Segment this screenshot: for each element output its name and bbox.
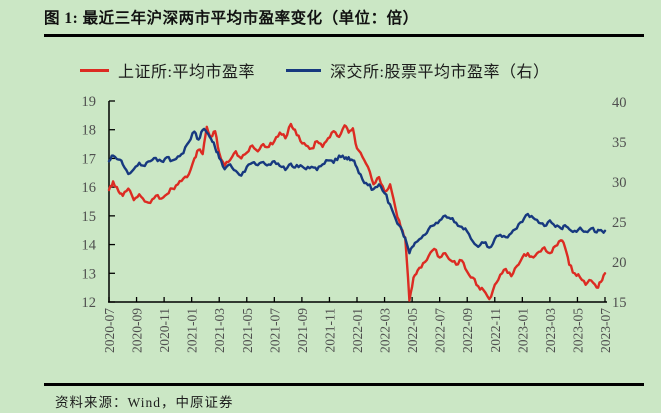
x-axis-label: 2020-09 (130, 308, 145, 353)
x-axis-label: 2021-01 (185, 308, 200, 353)
sse-pe-line (107, 122, 607, 302)
x-axis-label: 2023-03 (543, 308, 558, 353)
y-axis-left-label: 13 (82, 266, 97, 282)
x-axis-label: 2020-07 (102, 308, 117, 353)
y-axis-left-label: 19 (82, 94, 97, 110)
y-axis-right-label: 15 (612, 295, 627, 311)
x-axis-label: 2022-01 (350, 308, 365, 353)
x-axis-label: 2021-09 (295, 308, 310, 353)
y-axis-left-label: 12 (82, 295, 97, 311)
legend-label-szse: 深交所:股票平均市盈率（右） (330, 64, 550, 81)
y-axis-right-label: 20 (612, 255, 627, 271)
top-divider (44, 34, 644, 37)
figure-title: 图 1: 最近三年沪深两市平均市盈率变化（单位：倍） (44, 10, 419, 27)
legend-item-sse: 上证所:平均市盈率 (80, 60, 255, 81)
y-axis-left-label: 15 (82, 209, 97, 225)
x-axis-label: 2021-11 (322, 308, 337, 353)
y-axis-right-label: 30 (612, 175, 627, 191)
x-axis-label: 2023-05 (570, 308, 585, 353)
y-axis-right-label: 40 (612, 95, 627, 111)
legend-label-sse: 上证所:平均市盈率 (118, 64, 255, 81)
x-axis-label: 2022-11 (488, 308, 503, 353)
legend-item-szse: 深交所:股票平均市盈率（右） (286, 60, 550, 81)
y-axis-left-label: 14 (82, 238, 97, 254)
x-axis-label: 2020-11 (157, 308, 172, 353)
x-axis-label: 2021-07 (267, 308, 282, 353)
y-axis-left-label: 18 (82, 123, 97, 139)
blue-line-swatch (286, 68, 321, 72)
x-axis-label: 2022-09 (460, 308, 475, 353)
x-axis-label: 2021-03 (212, 308, 227, 353)
x-axis-label: 2023-07 (598, 308, 613, 353)
x-axis-label: 2021-05 (240, 308, 255, 353)
bottom-divider (44, 383, 644, 386)
y-axis-right-label: 25 (612, 215, 627, 231)
y-axis-left-label: 17 (82, 151, 97, 167)
x-axis-label: 2022-05 (405, 308, 420, 353)
y-axis-right-label: 35 (612, 135, 627, 151)
szse-pe-line (107, 127, 607, 255)
data-source-note: 资料来源：Wind，中原证券 (55, 395, 234, 410)
x-axis-label: 2022-03 (378, 308, 393, 353)
red-line-swatch (80, 68, 109, 72)
y-axis-left-label: 16 (82, 180, 97, 196)
x-axis-label: 2022-07 (433, 308, 448, 353)
x-axis-label: 2023-01 (515, 308, 530, 353)
